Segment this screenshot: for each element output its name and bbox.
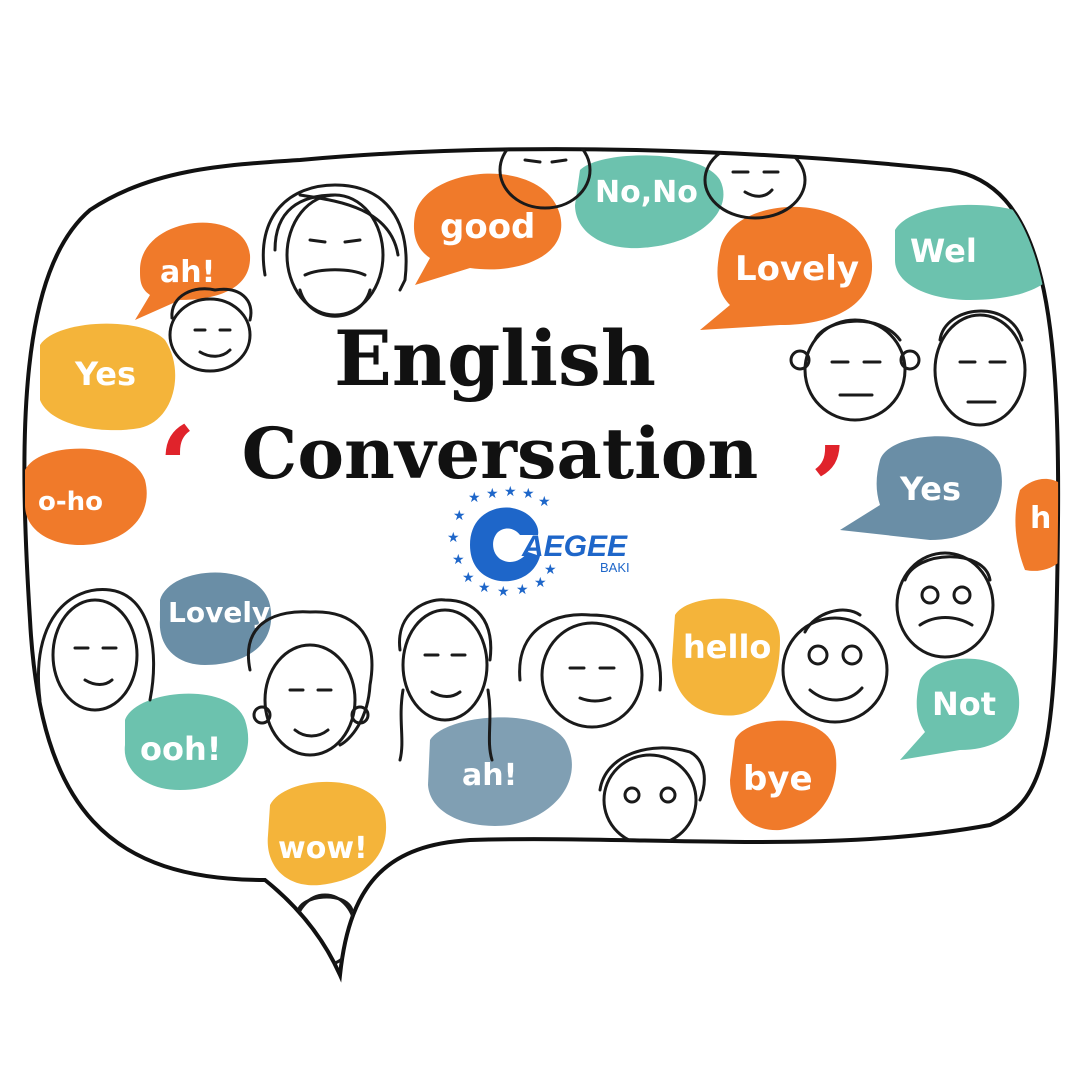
svg-text:★: ★	[468, 490, 481, 506]
bearded-man-face-illustration	[261, 183, 408, 318]
bubble-yes-right: Yes	[840, 436, 1002, 540]
bubble-wow: wow!	[267, 781, 387, 886]
bubble-text: wow!	[278, 831, 368, 866]
title-conversation: Conversation	[242, 412, 759, 495]
bubble-lovely-top: Lovely	[700, 206, 873, 330]
svg-text:★: ★	[516, 582, 529, 598]
title-english: English	[334, 314, 656, 403]
grumpy-face-illustration	[789, 318, 921, 422]
bubble-wel: Wel	[895, 204, 1059, 300]
title-block: English ‘ Conversation ’	[158, 314, 848, 551]
bubble-text: Lovely	[168, 596, 270, 629]
bubble-text: hello	[683, 628, 771, 666]
bubble-hello: hello	[672, 598, 780, 716]
logo-name: AEGEE	[521, 530, 628, 563]
bubble-text: h	[1030, 501, 1051, 536]
bubble-h-right: h	[1015, 478, 1059, 571]
bubble-yes-left: Yes	[40, 323, 176, 431]
svg-text:★: ★	[534, 575, 547, 591]
bubble-text: Wel	[910, 232, 977, 270]
bubble-text: good	[440, 207, 535, 247]
svg-text:★: ★	[453, 508, 466, 524]
logo-sub: BAKI	[600, 560, 630, 575]
bubble-text: Lovely	[735, 249, 859, 289]
bubble-lovely-bottom: Lovely	[159, 572, 272, 665]
smiling-man-face-illustration	[781, 608, 889, 724]
star-ring-icon: ★ ★ ★ ★ ★ ★★★ ★★ ★ ★ ★★	[447, 484, 557, 600]
svg-text:★: ★	[486, 486, 499, 502]
bubble-ah-top: ah!	[135, 222, 251, 320]
bubble-ooh: ooh!	[124, 693, 249, 790]
top-face-illustration	[498, 149, 592, 210]
braided-girl-face-illustration	[398, 598, 494, 762]
bubble-text: No,No	[595, 175, 698, 210]
bubble-text: ah!	[462, 758, 517, 793]
svg-text:★: ★	[478, 580, 491, 596]
woman-left-face-illustration	[37, 588, 156, 712]
top-right-face-illustration	[703, 149, 807, 220]
bubble-text: bye	[743, 759, 813, 799]
bubble-nono: No,No	[575, 155, 724, 249]
close-quote-mark: ’	[810, 422, 848, 551]
svg-text:★: ★	[452, 552, 465, 568]
bubble-oho: o-ho	[25, 448, 147, 545]
svg-text:★: ★	[504, 484, 517, 500]
svg-text:★: ★	[544, 562, 557, 578]
svg-text:★: ★	[538, 494, 551, 510]
curly-woman-face-illustration	[247, 610, 374, 757]
open-quote-mark: ‘	[158, 402, 196, 531]
bubble-text: Not	[932, 685, 996, 723]
svg-text:★: ★	[522, 486, 535, 502]
bubble-text: o-ho	[38, 487, 103, 517]
svg-text:★: ★	[447, 530, 460, 546]
mustache-face-illustration	[895, 551, 995, 659]
bubble-not: Not	[900, 658, 1020, 760]
svg-text:★: ★	[462, 570, 475, 586]
bubble-text: ah!	[160, 255, 215, 290]
curly-kid-face-illustration	[168, 287, 253, 373]
bubble-text: Yes	[74, 355, 136, 393]
svg-text:★: ★	[497, 584, 510, 600]
bubble-bye: bye	[730, 720, 837, 831]
bubble-good: good	[413, 173, 562, 285]
bubble-ah-bottom: ah!	[428, 717, 572, 826]
europe-globe-icon	[470, 507, 540, 582]
aegee-logo: ★ ★ ★ ★ ★ ★★★ ★★ ★ ★ ★★ AEGEE BAKI	[447, 484, 630, 600]
bubble-text: Yes	[899, 470, 961, 508]
bubble-text: ooh!	[140, 730, 221, 768]
wavy-hair-face-illustration	[518, 613, 663, 729]
man-face-right-illustration	[933, 309, 1027, 427]
